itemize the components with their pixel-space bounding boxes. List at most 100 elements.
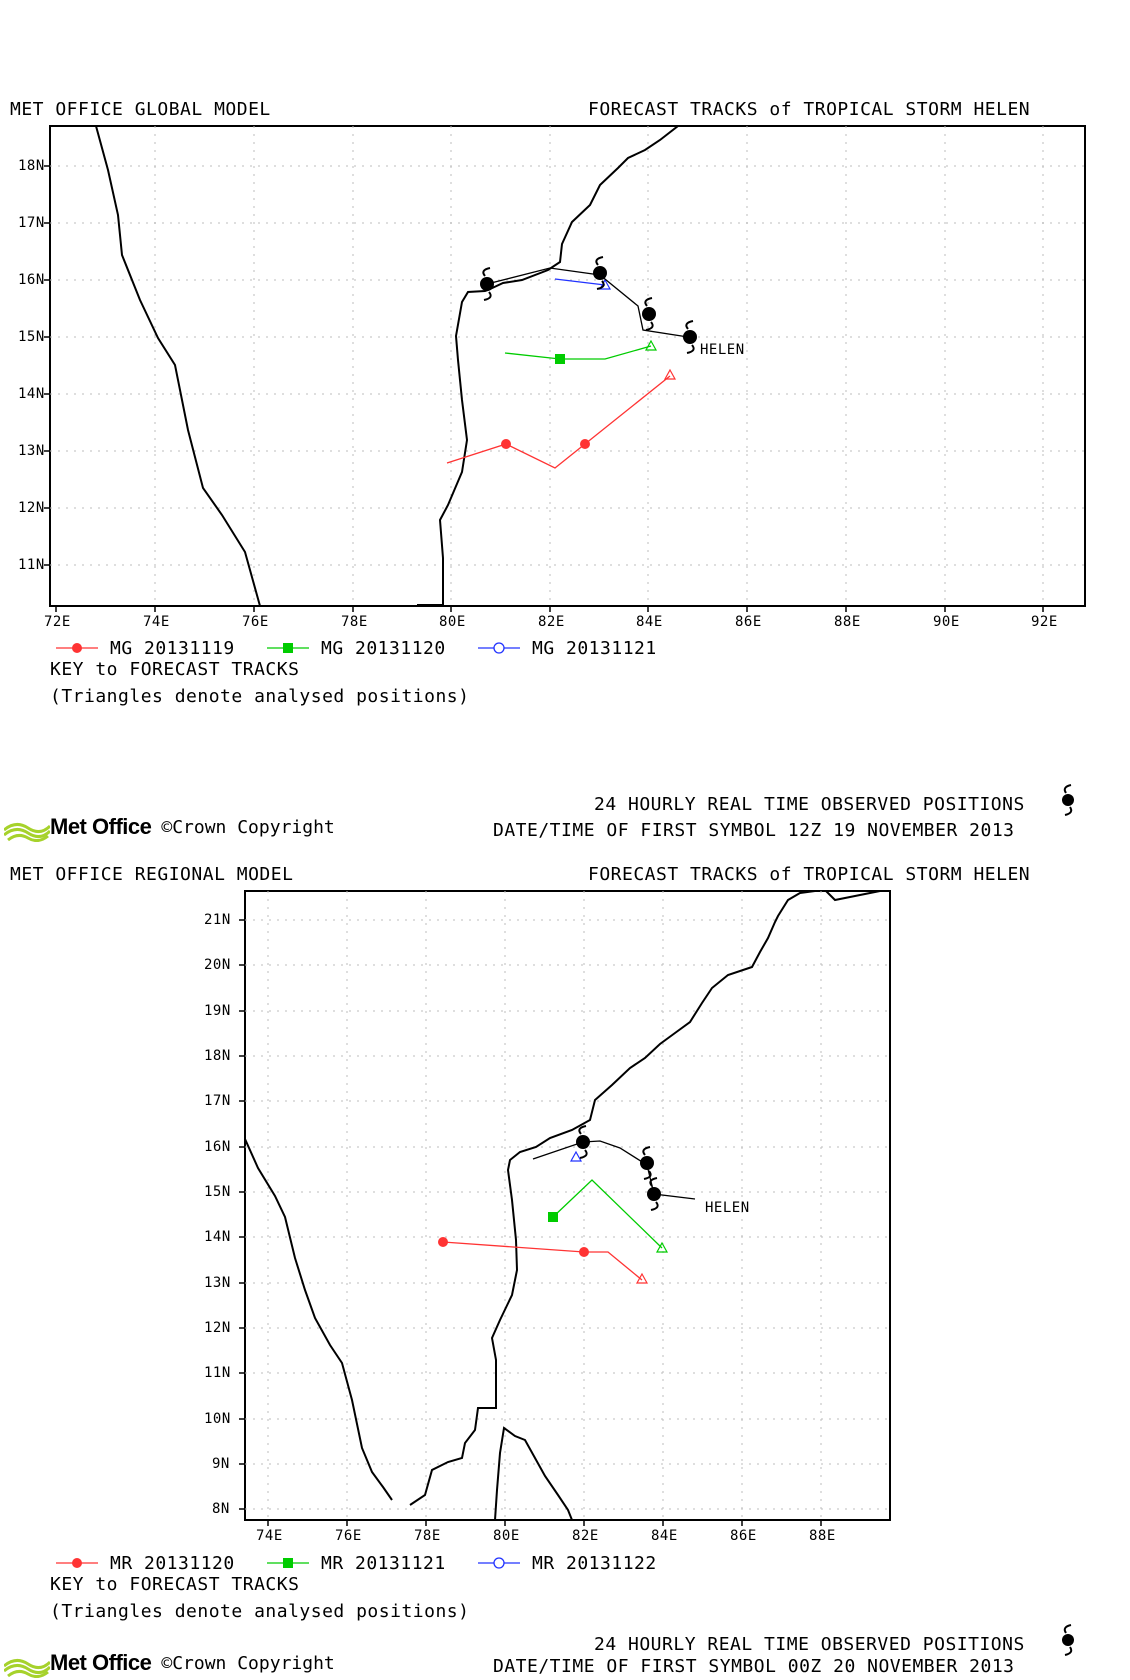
panel2-observed-track [532,1140,696,1200]
panel2-north-coast [825,890,881,902]
panel2-xtick: 76E [335,1528,362,1544]
panel2-ytick: 19N [204,1003,231,1019]
panel2-track-mr-20131120 [442,1241,643,1281]
met-office-logo-text: Met Office [50,1650,152,1675]
panel2-frame [244,890,891,1521]
panel1-track-mg-20131119 [446,375,671,469]
panel2-key-title: KEY to FORECAST TRACKS [50,1574,300,1595]
panel1-met-office-logo: Met Office ©Crown Copyright [4,812,335,842]
panel1-ytick: 17N [18,215,45,231]
panel1-storm-label: HELEN [700,342,745,358]
panel2-ytick: 17N [204,1093,231,1109]
panel1-key-title: KEY to FORECAST TRACKS [50,659,300,680]
panel1-observed-track [486,267,689,338]
panel1-first-symbol: DATE/TIME OF FIRST SYMBOL 12Z 19 NOVEMBE… [493,820,1015,841]
panel2-xtick: 88E [809,1528,836,1544]
panel2-ytick: 14N [204,1229,231,1245]
panel1-ytick: 11N [18,557,45,573]
panel2-legend-label: MR 20131122 [532,1553,657,1574]
panel1-legend-markers [56,642,520,654]
panel2-ytick: 9N [212,1456,230,1472]
panel1-red-point [501,439,511,449]
panel1-red-triangle [663,368,677,380]
panel2-storm-symbol [576,1125,590,1159]
panel1-ytick: 13N [18,443,45,459]
panel1-red-point [580,439,590,449]
panel1-ytick: 16N [18,272,45,288]
panel1-xtick: 82E [538,614,565,630]
panel1-grid [50,126,1085,606]
copyright-text: ©Crown Copyright [161,816,335,838]
panel2-forecast-title: FORECAST TRACKS of TROPICAL STORM HELEN [588,864,1031,885]
panel2-ytick: 20N [204,957,231,973]
panel1-storm-symbol [642,297,656,331]
panel2-xtick: 84E [651,1528,678,1544]
panel2-legend-markers [56,1557,520,1569]
panel2-ytick: 21N [204,912,231,928]
panel1-frame [49,125,1086,607]
panel1-xtick: 86E [735,614,762,630]
panel1-key-note: (Triangles denote analysed positions) [50,686,470,707]
panel1-xtick: 90E [933,614,960,630]
panel2-met-office-logo: Met Office ©Crown Copyright [4,1648,335,1678]
panel1-track-mg-20131121 [554,278,606,286]
panel2-red-triangle [635,1272,649,1284]
panel1-blue-triangle [598,278,612,290]
panel2-green-triangle [655,1241,669,1253]
panel2-key-note: (Triangles denote analysed positions) [50,1601,470,1622]
panel2-xtick: 80E [493,1528,520,1544]
panel1-legend-label: MG 20131120 [321,638,446,659]
panel2-ytick: 18N [204,1048,231,1064]
panel2-ytick: 11N [204,1365,231,1381]
panel1-ytick: 12N [18,500,45,516]
panel1-west-coast [95,125,261,607]
panel2-west-coast [244,1138,393,1501]
panel2-model-title: MET OFFICE REGIONAL MODEL [10,864,294,885]
panel1-track-mg-20131120 [504,345,652,360]
panel2-xtick: 82E [572,1528,599,1544]
panel1-green-point [555,354,565,364]
panel2-legend-label: MR 20131120 [110,1553,235,1574]
panel1-legend-label: MG 20131121 [532,638,657,659]
panel1-ytick: 18N [18,158,45,174]
panel1-storm-symbol [480,267,494,301]
panel2-grid [245,891,890,1520]
panel1-xtick: 72E [44,614,71,630]
panel2-ytick: 8N [212,1501,230,1517]
panel1-legend-label: MG 20131119 [110,638,235,659]
panel1-storm-symbol [683,320,697,354]
panel2-blue-triangle [569,1150,583,1162]
panel1-xtick: 84E [636,614,663,630]
panel2-red-point [438,1237,448,1247]
panel1-ytick: 15N [18,329,45,345]
panel2-legend-label: MR 20131121 [321,1553,446,1574]
panel1-xtick: 92E [1031,614,1058,630]
met-office-logo-icon [4,823,50,842]
panel1-forecast-title: FORECAST TRACKS of TROPICAL STORM HELEN [588,99,1031,120]
panel2-track-mr-20131121 [552,1179,663,1249]
panel2-observed-title: 24 HOURLY REAL TIME OBSERVED POSITIONS [594,1634,1025,1655]
panel1-ytick: 14N [18,386,45,402]
panel1-storm-symbol [593,256,607,290]
panel2-xtick: 86E [730,1528,757,1544]
panel2-storm-symbol [647,1177,661,1211]
met-office-logo-text: Met Office [50,814,152,839]
panel1-xtick: 80E [439,614,466,630]
panel2-ytick: 16N [204,1139,231,1155]
panel2-ytick: 13N [204,1275,231,1291]
panel2-ytick: 12N [204,1320,231,1336]
panel2-first-symbol: DATE/TIME OF FIRST SYMBOL 00Z 20 NOVEMBE… [493,1656,1015,1677]
panel2-ytick: 10N [204,1411,231,1427]
panel2-ytick: 15N [204,1184,231,1200]
panel1-observed-title: 24 HOURLY REAL TIME OBSERVED POSITIONS [594,794,1025,815]
met-office-logo-icon [4,1659,50,1678]
panel2-xtick: 78E [414,1528,441,1544]
copyright-text: ©Crown Copyright [161,1652,335,1674]
panel2-red-point [579,1247,589,1257]
panel2-xtick: 74E [256,1528,283,1544]
panel1-xtick: 76E [242,614,269,630]
panel1-xtick: 88E [834,614,861,630]
panel2-east-coast [409,890,816,1506]
